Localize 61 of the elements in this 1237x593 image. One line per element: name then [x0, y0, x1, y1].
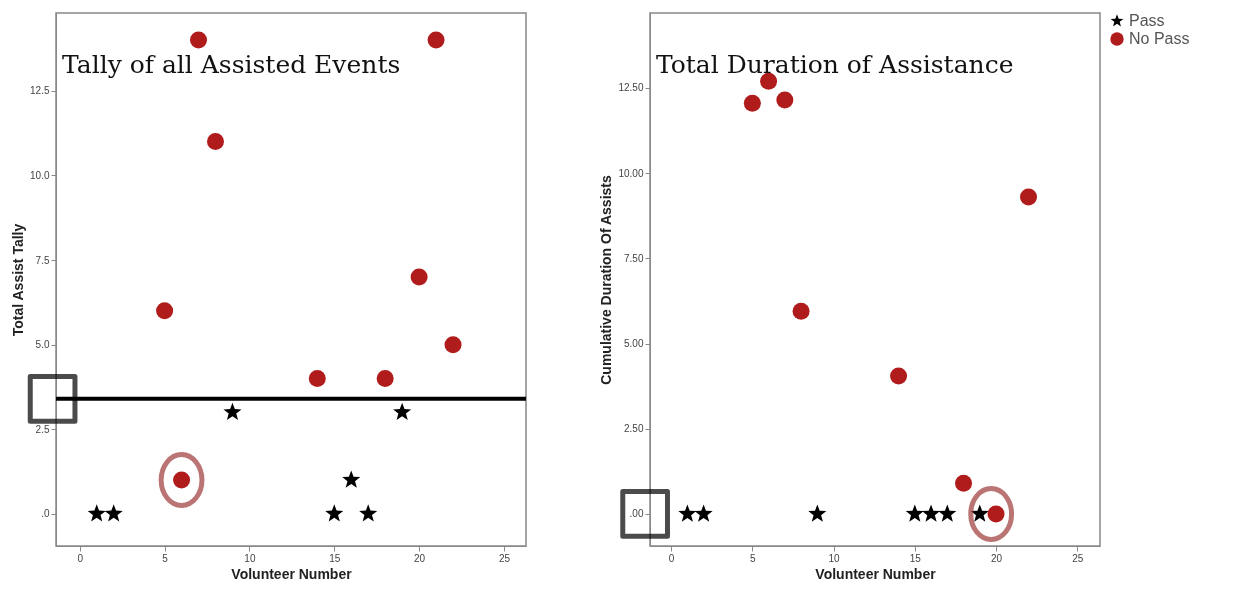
point [308, 369, 326, 387]
y-tick-label: 2.50 [624, 423, 644, 435]
point [678, 504, 697, 522]
point [393, 402, 412, 421]
x-axis-title: Volunteer Number [815, 565, 937, 582]
x-tick-label: 0 [668, 552, 675, 564]
point [955, 474, 973, 492]
point [694, 504, 713, 522]
point [104, 504, 123, 522]
y-tick-label: 5.00 [624, 338, 644, 350]
point [87, 504, 106, 522]
x-tick-label: 0 [77, 552, 84, 564]
point [1020, 188, 1038, 206]
x-axis-title: Volunteer Number [231, 565, 353, 582]
point [223, 402, 242, 421]
x-tick-label: 5 [162, 552, 169, 564]
point [359, 504, 378, 522]
point [156, 302, 174, 320]
point [938, 504, 957, 522]
x-tick-label: 25 [1072, 552, 1084, 564]
point [410, 268, 428, 286]
point [444, 336, 462, 354]
legend-label: Pass [1129, 12, 1165, 29]
point [792, 302, 810, 320]
y-tick-label: .0 [41, 508, 50, 520]
point [905, 504, 924, 522]
point [776, 91, 794, 109]
legend-label: No Pass [1129, 30, 1190, 47]
point [427, 31, 445, 49]
point [190, 31, 208, 49]
y-tick-label: 7.5 [35, 254, 50, 266]
y-tick-label: .00 [629, 508, 644, 520]
point [743, 94, 761, 112]
x-tick-label: 10 [828, 552, 841, 564]
point [970, 504, 989, 522]
x-tick-label: 10 [244, 552, 256, 564]
x-tick-label: 15 [329, 552, 341, 564]
text: Tally of all Assisted Events [62, 50, 401, 79]
x-tick-label: 5 [750, 552, 757, 564]
x-tick-label: 15 [909, 552, 922, 564]
y-tick-label: 5.0 [35, 339, 50, 351]
point [760, 72, 778, 90]
y-axis-title: Total Assist Tally [10, 223, 27, 337]
y-axis-title: Cumulative Duration Of Assists [598, 175, 615, 385]
x-tick-label: 20 [990, 552, 1003, 564]
x-tick-label: 20 [414, 552, 426, 564]
point [342, 470, 361, 488]
x-tick-label: 25 [498, 552, 511, 564]
y-tick-label: 12.5 [30, 85, 50, 97]
y-tick-label: 7.50 [624, 252, 644, 264]
text: Total Duration of Assistance [656, 50, 1014, 79]
point [376, 369, 394, 387]
point [206, 133, 224, 151]
point [890, 367, 908, 385]
point [325, 504, 344, 522]
y-tick-label: 10.0 [30, 169, 50, 181]
y-tick-label: 12.50 [618, 82, 644, 94]
y-tick-label: 10.00 [618, 167, 644, 179]
y-tick-label: 2.5 [35, 423, 50, 435]
point [922, 504, 941, 522]
point [808, 504, 827, 522]
